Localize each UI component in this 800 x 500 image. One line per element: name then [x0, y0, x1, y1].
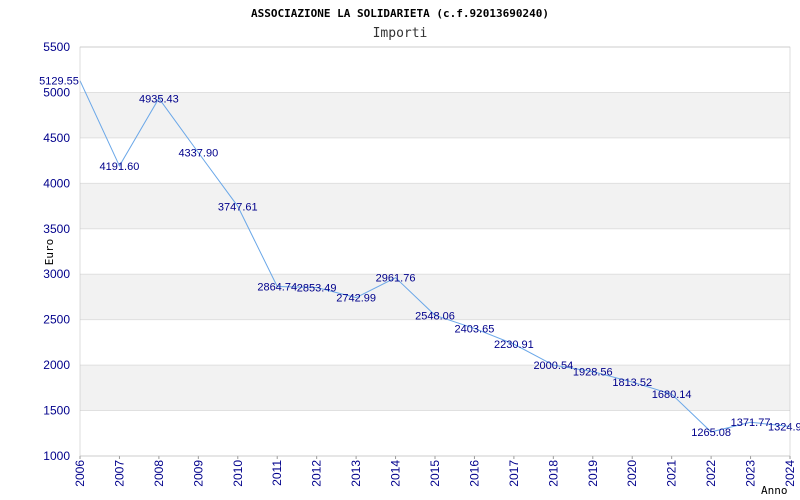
x-tick-2023: 2023 [744, 460, 758, 487]
data-label-2012: 2853.49 [297, 283, 337, 295]
x-tick-2016: 2016 [467, 460, 481, 487]
data-label-2020: 1813.52 [612, 377, 652, 389]
x-tick-2010: 2010 [231, 460, 245, 487]
x-tick-2007: 2007 [112, 460, 126, 487]
x-tick-2020: 2020 [625, 460, 639, 487]
y-tick-1000: 1000 [43, 449, 70, 463]
data-label-2016: 2403.65 [455, 323, 495, 335]
data-label-2011: 2864.74 [257, 282, 297, 294]
x-axis-label: Anno [761, 484, 788, 497]
series-polyline [79, 80, 791, 433]
y-tick-3500: 3500 [43, 222, 70, 236]
plot-frame [79, 46, 791, 457]
data-label-2018: 2000.54 [533, 360, 573, 372]
data-label-2015: 2548.06 [415, 310, 455, 322]
band-2500 [80, 274, 790, 320]
data-label-2021: 1680.14 [652, 389, 692, 401]
x-tick-2008: 2008 [152, 460, 166, 487]
y-tick-4000: 4000 [43, 176, 70, 190]
data-label-2022: 1265.08 [691, 427, 731, 439]
series-line [79, 80, 791, 433]
x-tick-2015: 2015 [428, 460, 442, 487]
y-tick-1500: 1500 [43, 404, 70, 418]
data-label-2010: 3747.61 [218, 201, 258, 213]
y-tick-3000: 3000 [43, 267, 70, 281]
x-tick-2013: 2013 [349, 460, 363, 487]
x-tick-2012: 2012 [310, 460, 324, 487]
x-tick-2024: 2024 [783, 460, 797, 487]
data-label-2014: 2961.76 [376, 273, 416, 285]
data-label-2007: 4191.60 [100, 161, 140, 173]
x-tick-2009: 2009 [191, 460, 205, 487]
x-tick-2018: 2018 [546, 460, 560, 487]
x-tick-2006: 2006 [73, 460, 87, 487]
data-label-2013: 2742.99 [336, 293, 376, 305]
chart-subtitle: Importi [373, 26, 428, 41]
y-tick-4500: 4500 [43, 131, 70, 145]
y-axis-label: Euro [43, 239, 56, 266]
x-tick-2021: 2021 [665, 460, 679, 487]
data-label-2006: 5129.55 [39, 76, 79, 88]
y-tick-2000: 2000 [43, 358, 70, 372]
x-tick-2014: 2014 [389, 460, 403, 487]
data-label-2024: 1324.9 [768, 421, 800, 433]
x-tick-2022: 2022 [704, 460, 718, 487]
y-axis-ticks: 1000 1500 2000 2500 3000 3500 4000 4500 5000 5500 [43, 40, 70, 463]
data-label-2009: 4337.90 [178, 148, 218, 160]
x-tick-2011: 2011 [270, 460, 284, 486]
data-label-2008: 4935.43 [139, 93, 179, 105]
y-tick-5000: 5000 [43, 85, 70, 99]
y-tick-5500: 5500 [43, 40, 70, 54]
band-1500 [80, 365, 790, 411]
data-label-2017: 2230.91 [494, 339, 534, 351]
data-label-2023: 1371.77 [731, 417, 771, 429]
x-tick-2019: 2019 [586, 460, 600, 487]
chart-title: ASSOCIAZIONE LA SOLIDARIETA (c.f.9201369… [251, 7, 549, 20]
band-4500 [80, 92, 790, 138]
data-label-2019: 1928.56 [573, 367, 613, 379]
data-labels: 5129.55 4191.60 4935.43 4337.90 3747.61 2864.… [39, 76, 800, 439]
y-tick-2500: 2500 [43, 313, 70, 327]
x-tick-2017: 2017 [507, 460, 521, 487]
background-bands [80, 92, 790, 411]
x-axis-ticks: 2006 2007 2008 2009 2010 2011 2012 2013 2014 2015… [73, 456, 797, 487]
band-3500 [80, 183, 790, 229]
